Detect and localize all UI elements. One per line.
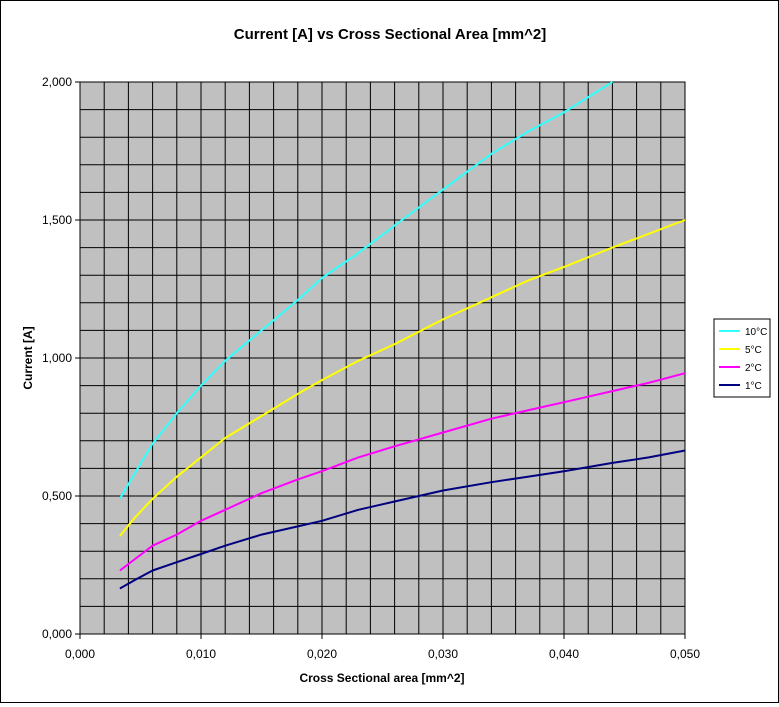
legend: 10°C 5°C 2°C 1°C (713, 318, 771, 398)
legend-label: 5°C (745, 345, 762, 356)
series-line-2Cc (119, 372, 686, 572)
x-tick-label: 0,020 (307, 647, 337, 661)
y-tick-label: 0,500 (42, 489, 72, 503)
y-axis: 0,000 0,500 1,000 1,500 2,000 (42, 75, 80, 641)
series-line-1Cc (119, 449, 686, 590)
y-tick-label: 1,000 (42, 351, 72, 365)
x-tick-label: 0,050 (670, 647, 700, 661)
y-tick-label: 1,500 (42, 213, 72, 227)
legend-label: 2°C (745, 363, 762, 374)
x-tick-label: 0,010 (186, 647, 216, 661)
y-axis-label: Current [A] (21, 326, 35, 389)
series-layer (119, 81, 686, 590)
x-tick-label: 0,000 (65, 647, 95, 661)
legend-label: 10°C (745, 327, 767, 338)
grid (80, 82, 685, 634)
x-axis-label: Cross Sectional area [mm^2] (299, 671, 464, 685)
y-tick-label: 0,000 (42, 627, 72, 641)
x-tick-label: 0,030 (428, 647, 458, 661)
legend-label: 1°C (745, 381, 762, 392)
y-tick-label: 2,000 (42, 75, 72, 89)
chart-title: Current [A] vs Cross Sectional Area [mm^… (234, 26, 546, 43)
series-line-10Cc (119, 81, 613, 500)
x-tick-label: 0,040 (549, 647, 579, 661)
series-line-5Cc (119, 219, 686, 537)
x-axis: 0,000 0,010 0,020 0,030 0,040 0,050 (65, 634, 700, 661)
